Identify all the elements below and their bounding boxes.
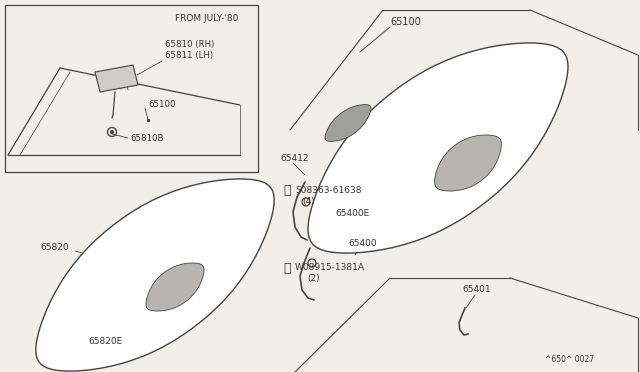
Text: 65100: 65100 (148, 99, 175, 109)
Polygon shape (435, 135, 501, 191)
Text: 65401: 65401 (462, 285, 491, 295)
Text: (2): (2) (307, 275, 319, 283)
Polygon shape (325, 105, 371, 141)
Text: 65400E: 65400E (335, 208, 369, 218)
Ellipse shape (102, 331, 104, 333)
Text: 65820E: 65820E (88, 337, 122, 346)
Polygon shape (308, 43, 568, 253)
Text: 65820: 65820 (40, 244, 68, 253)
Bar (5, 5, 258, 172)
Text: Ⓢ: Ⓢ (283, 183, 291, 196)
Text: 65811 (LH): 65811 (LH) (165, 51, 213, 60)
Text: 65400: 65400 (348, 238, 376, 247)
Text: Ⓦ: Ⓦ (283, 262, 291, 275)
Text: W08915-1381A: W08915-1381A (295, 263, 365, 273)
Text: 65100: 65100 (390, 17, 420, 27)
Polygon shape (146, 263, 204, 311)
Text: 65412: 65412 (280, 154, 308, 163)
Text: (4): (4) (302, 196, 315, 205)
Text: 65810B: 65810B (130, 134, 163, 142)
Polygon shape (36, 179, 274, 371)
Ellipse shape (111, 131, 113, 134)
Text: 65810 (RH): 65810 (RH) (165, 39, 214, 48)
Polygon shape (95, 65, 138, 92)
Text: FROM JULY-'80: FROM JULY-'80 (175, 13, 238, 22)
Text: ^650^ 0027: ^650^ 0027 (545, 356, 594, 365)
Text: S08363-61638: S08363-61638 (295, 186, 362, 195)
